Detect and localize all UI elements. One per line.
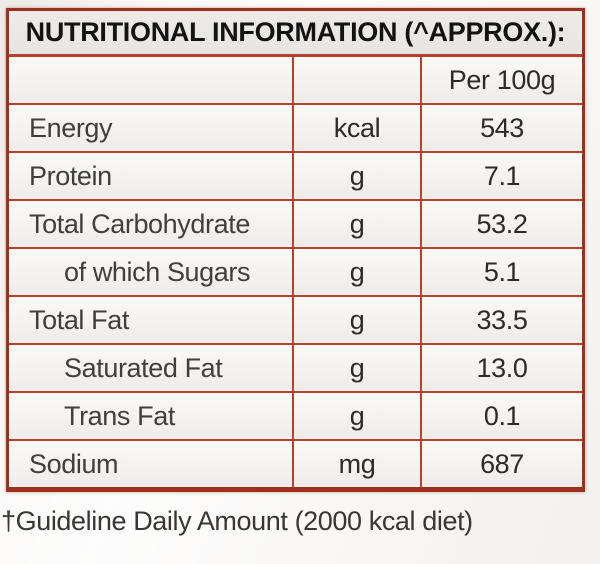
nutrient-value: 7.1 bbox=[483, 160, 521, 191]
nutrient-unit: mg bbox=[294, 441, 422, 487]
table-title: NUTRITIONAL INFORMATION (^APPROX.): bbox=[9, 11, 582, 57]
empty-name-cell bbox=[9, 57, 294, 103]
nutrient-value: 33.5 bbox=[476, 304, 528, 335]
nutrient-name: of which Sugars bbox=[9, 249, 294, 295]
nutrient-unit: g bbox=[294, 153, 422, 199]
nutrient-value: 53.2 bbox=[476, 208, 528, 239]
table-row-protein: Protein g 7.1 bbox=[9, 153, 582, 201]
table-row-saturated-fat: Saturated Fat g 13.0 bbox=[9, 345, 582, 393]
column-header-row: Per 100g bbox=[9, 57, 582, 105]
nutrient-name: Trans Fat bbox=[9, 393, 294, 439]
nutrient-unit: g bbox=[294, 393, 422, 439]
nutrient-name: Energy bbox=[9, 105, 294, 151]
nutrient-name: Total Carbohydrate bbox=[9, 201, 294, 247]
table-row-total-fat: Total Fat g 33.5 bbox=[9, 297, 582, 345]
nutrient-value: 13.0 bbox=[476, 352, 528, 383]
nutrition-facts-table: NUTRITIONAL INFORMATION (^APPROX.): Per … bbox=[6, 8, 585, 492]
table-row-energy: Energy kcal 543 bbox=[9, 105, 582, 153]
table-row-sodium: Sodium mg 687 bbox=[9, 441, 582, 487]
nutrient-unit: g bbox=[294, 201, 422, 247]
table-row-of-which-sugars: of which Sugars g 5.1 bbox=[9, 249, 582, 297]
guideline-daily-amount-footnote: †Guideline Daily Amount (2000 kcal diet) bbox=[1, 506, 473, 536]
nutrient-value: 0.1 bbox=[483, 400, 521, 431]
nutrient-name: Saturated Fat bbox=[9, 345, 294, 391]
nutrient-unit: g bbox=[294, 345, 422, 391]
nutrient-value: 543 bbox=[480, 112, 524, 143]
nutrient-unit: g bbox=[294, 297, 422, 343]
nutrient-unit: kcal bbox=[294, 105, 422, 151]
nutrient-unit: g bbox=[294, 249, 422, 295]
table-row-trans-fat: Trans Fat g 0.1 bbox=[9, 393, 582, 441]
nutrient-value: 5.1 bbox=[483, 256, 521, 287]
nutrient-name: Total Fat bbox=[9, 297, 294, 343]
nutrient-name: Sodium bbox=[9, 441, 294, 487]
table-row-total-carbohydrate: Total Carbohydrate g 53.2 bbox=[9, 201, 582, 249]
empty-unit-cell bbox=[294, 57, 422, 103]
nutrient-name: Protein bbox=[9, 153, 294, 199]
per-100g-column-header: Per 100g bbox=[448, 64, 556, 95]
nutrient-value: 687 bbox=[480, 448, 524, 479]
